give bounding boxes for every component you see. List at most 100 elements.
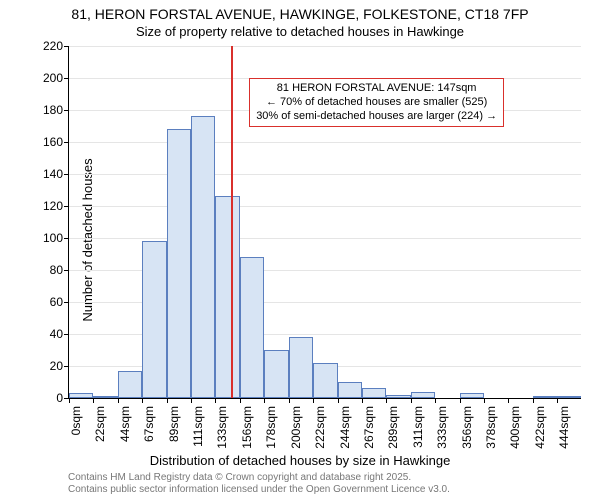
chart-title-sub: Size of property relative to detached ho… <box>0 24 600 39</box>
histogram-bar <box>93 396 117 398</box>
histogram-bar <box>69 393 93 398</box>
y-tick-mark <box>64 174 69 175</box>
x-tick-mark <box>240 398 241 403</box>
histogram-bar <box>215 196 239 398</box>
gridline <box>69 206 581 207</box>
y-tick-mark <box>64 302 69 303</box>
x-tick-label: 444sqm <box>557 406 571 449</box>
footer-line-1: Contains HM Land Registry data © Crown c… <box>68 472 450 484</box>
annotation-line: ← 70% of detached houses are smaller (52… <box>256 96 497 110</box>
plot-area: 0204060801001201401601802002200sqm22sqm4… <box>68 46 581 399</box>
x-tick-mark <box>118 398 119 403</box>
annotation-line: 81 HERON FORSTAL AVENUE: 147sqm <box>256 82 497 96</box>
histogram-bar <box>118 371 142 398</box>
x-tick-label: 67sqm <box>142 406 156 442</box>
x-tick-label: 222sqm <box>313 406 327 449</box>
gridline <box>69 174 581 175</box>
x-tick-mark <box>167 398 168 403</box>
x-tick-mark <box>215 398 216 403</box>
histogram-bar <box>533 396 557 398</box>
x-tick-label: 244sqm <box>338 406 352 449</box>
histogram-bar <box>411 392 435 398</box>
gridline <box>69 238 581 239</box>
x-tick-mark <box>484 398 485 403</box>
y-tick-label: 80 <box>50 263 63 277</box>
x-tick-mark <box>313 398 314 403</box>
x-tick-mark <box>69 398 70 403</box>
annotation-box: 81 HERON FORSTAL AVENUE: 147sqm← 70% of … <box>249 78 504 127</box>
histogram-bar <box>191 116 215 398</box>
x-tick-mark <box>362 398 363 403</box>
y-tick-label: 20 <box>50 359 63 373</box>
histogram-bar <box>557 396 581 398</box>
histogram-bar <box>289 337 313 398</box>
y-tick-label: 180 <box>43 103 63 117</box>
y-tick-mark <box>64 238 69 239</box>
x-axis-label: Distribution of detached houses by size … <box>0 453 600 468</box>
x-tick-mark <box>289 398 290 403</box>
y-tick-mark <box>64 206 69 207</box>
y-tick-label: 120 <box>43 199 63 213</box>
x-tick-mark <box>411 398 412 403</box>
x-tick-label: 400sqm <box>508 406 522 449</box>
gridline <box>69 142 581 143</box>
y-tick-label: 140 <box>43 167 63 181</box>
x-tick-label: 289sqm <box>386 406 400 449</box>
x-tick-mark <box>557 398 558 403</box>
histogram-bar <box>313 363 337 398</box>
x-tick-label: 178sqm <box>264 406 278 449</box>
y-tick-label: 160 <box>43 135 63 149</box>
x-tick-mark <box>338 398 339 403</box>
y-tick-label: 100 <box>43 231 63 245</box>
y-tick-label: 60 <box>50 295 63 309</box>
y-tick-label: 220 <box>43 39 63 53</box>
x-tick-mark <box>533 398 534 403</box>
x-tick-mark <box>142 398 143 403</box>
histogram-bar <box>142 241 166 398</box>
y-tick-mark <box>64 334 69 335</box>
x-tick-label: 200sqm <box>289 406 303 449</box>
x-tick-label: 311sqm <box>411 406 425 448</box>
y-tick-mark <box>64 366 69 367</box>
y-tick-mark <box>64 142 69 143</box>
x-tick-mark <box>264 398 265 403</box>
histogram-bar <box>167 129 191 398</box>
x-tick-mark <box>386 398 387 403</box>
x-tick-label: 156sqm <box>240 406 254 449</box>
x-tick-mark <box>460 398 461 403</box>
histogram-bar <box>460 393 484 398</box>
y-tick-mark <box>64 78 69 79</box>
chart-container: 81, HERON FORSTAL AVENUE, HAWKINGE, FOLK… <box>0 0 600 500</box>
x-tick-label: 22sqm <box>93 406 107 442</box>
x-tick-label: 111sqm <box>191 406 205 447</box>
histogram-bar <box>338 382 362 398</box>
footer-line-2: Contains public sector information licen… <box>68 484 450 496</box>
y-tick-mark <box>64 110 69 111</box>
annotation-line: 30% of semi-detached houses are larger (… <box>256 110 497 124</box>
x-tick-label: 356sqm <box>460 406 474 449</box>
y-tick-mark <box>64 46 69 47</box>
histogram-bar <box>362 388 386 398</box>
x-tick-label: 133sqm <box>215 406 229 449</box>
x-tick-label: 422sqm <box>533 406 547 449</box>
y-tick-label: 40 <box>50 327 63 341</box>
x-tick-label: 378sqm <box>484 406 498 449</box>
y-tick-label: 0 <box>56 391 63 405</box>
y-tick-label: 200 <box>43 71 63 85</box>
x-tick-mark <box>508 398 509 403</box>
x-tick-mark <box>191 398 192 403</box>
gridline <box>69 46 581 47</box>
x-tick-label: 0sqm <box>69 406 83 435</box>
y-tick-mark <box>64 270 69 271</box>
x-tick-mark <box>435 398 436 403</box>
x-tick-mark <box>93 398 94 403</box>
x-tick-label: 267sqm <box>362 406 376 449</box>
x-tick-label: 333sqm <box>435 406 449 449</box>
chart-footer: Contains HM Land Registry data © Crown c… <box>68 472 450 496</box>
chart-title-main: 81, HERON FORSTAL AVENUE, HAWKINGE, FOLK… <box>0 6 600 22</box>
histogram-bar <box>240 257 264 398</box>
histogram-bar <box>264 350 288 398</box>
x-tick-label: 89sqm <box>167 406 181 442</box>
histogram-bar <box>386 395 410 398</box>
reference-line <box>231 46 233 398</box>
